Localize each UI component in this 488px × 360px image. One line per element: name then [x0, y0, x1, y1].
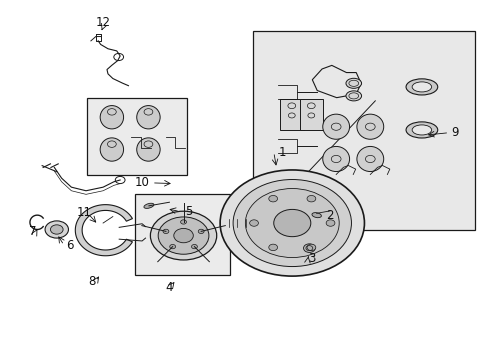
Text: 8: 8 — [88, 275, 96, 288]
Ellipse shape — [137, 105, 160, 129]
Ellipse shape — [143, 203, 154, 208]
Circle shape — [249, 220, 258, 226]
Text: 12: 12 — [95, 16, 110, 29]
Circle shape — [268, 195, 277, 202]
Bar — [253, 31, 474, 230]
Text: 1: 1 — [278, 145, 285, 158]
Text: 10: 10 — [134, 176, 149, 189]
Polygon shape — [75, 204, 132, 256]
Ellipse shape — [405, 79, 437, 95]
Ellipse shape — [356, 114, 383, 139]
Circle shape — [45, 221, 68, 238]
Circle shape — [169, 244, 175, 249]
Circle shape — [220, 170, 364, 276]
Ellipse shape — [346, 91, 361, 101]
Ellipse shape — [100, 138, 123, 161]
Text: 7: 7 — [29, 225, 37, 238]
Circle shape — [150, 211, 216, 260]
Circle shape — [163, 229, 168, 234]
Text: 6: 6 — [66, 239, 74, 252]
Ellipse shape — [405, 122, 437, 138]
Circle shape — [180, 220, 186, 224]
Text: 11: 11 — [77, 207, 92, 220]
Circle shape — [173, 228, 193, 243]
Bar — [87, 98, 187, 175]
Ellipse shape — [137, 138, 160, 161]
Text: 5: 5 — [184, 205, 192, 218]
Text: 4: 4 — [165, 281, 172, 294]
Ellipse shape — [346, 78, 361, 88]
Circle shape — [303, 244, 315, 252]
Circle shape — [268, 244, 277, 251]
Circle shape — [233, 180, 351, 266]
Circle shape — [273, 210, 310, 237]
Ellipse shape — [411, 125, 431, 135]
Text: 9: 9 — [450, 126, 458, 139]
Circle shape — [306, 195, 315, 202]
Circle shape — [50, 225, 63, 234]
Circle shape — [191, 244, 197, 249]
Circle shape — [198, 229, 203, 234]
Circle shape — [325, 220, 334, 226]
Bar — [280, 99, 303, 130]
Ellipse shape — [100, 105, 123, 129]
Ellipse shape — [322, 147, 349, 171]
Circle shape — [306, 244, 315, 251]
Circle shape — [245, 189, 339, 257]
Ellipse shape — [411, 82, 431, 92]
Text: 2: 2 — [326, 210, 333, 222]
Bar — [135, 194, 230, 275]
Ellipse shape — [322, 114, 349, 139]
Circle shape — [158, 217, 208, 254]
Ellipse shape — [311, 213, 321, 218]
Bar — [299, 99, 323, 130]
Text: 3: 3 — [307, 252, 315, 265]
Ellipse shape — [356, 147, 383, 171]
